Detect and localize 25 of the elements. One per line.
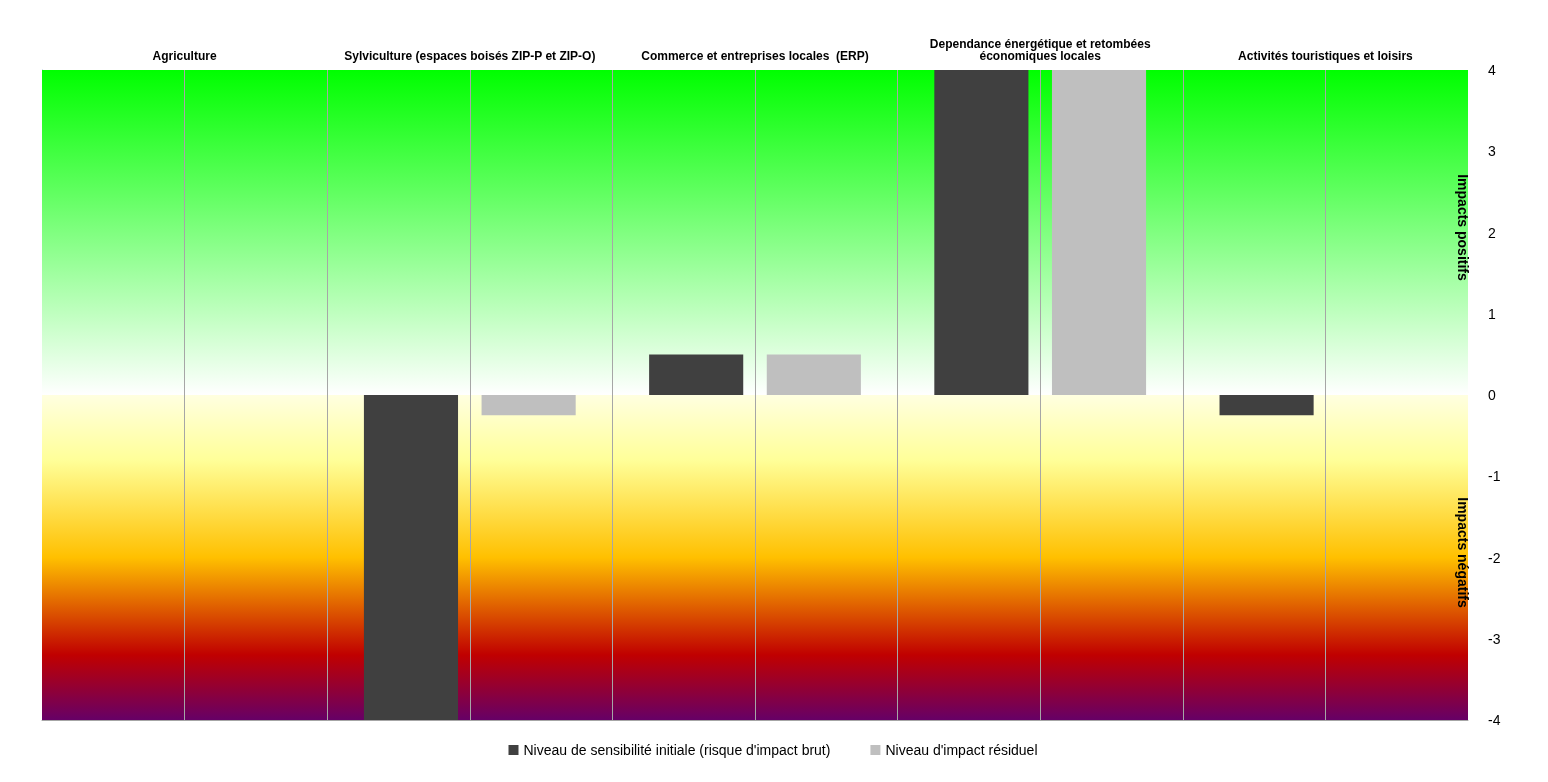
band-label: Impacts négatifs	[1455, 497, 1471, 608]
y-tick-label: -2	[1488, 549, 1501, 566]
bar	[481, 395, 576, 416]
band-label: Impacts positifs	[1455, 174, 1471, 281]
x-tick-label: Commerce et entreprises locales (ERP)	[641, 49, 869, 63]
y-tick-label: 2	[1488, 224, 1496, 241]
bar	[1051, 70, 1147, 395]
y-tick-label: 4	[1488, 62, 1496, 78]
x-tick-label: Agriculture	[152, 49, 217, 63]
x-tick-label: Dependance énergétique et retombées économiques locales	[929, 37, 1151, 63]
y-tick-label: 3	[1488, 143, 1496, 160]
bar	[766, 354, 861, 395]
y-tick-label: -1	[1488, 468, 1501, 485]
bar	[934, 70, 1029, 395]
y-tick-label: 0	[1488, 387, 1496, 403]
x-tick-label: Sylviculture (espaces boisés ZIP-P et ZIP-O)	[344, 49, 596, 63]
x-tick-label: Activités touristiques et loisirs	[1238, 49, 1414, 63]
bar	[363, 395, 459, 720]
y-tick-label: 1	[1488, 305, 1496, 322]
bar	[1219, 395, 1314, 416]
legend-label: Niveau d'impact résiduel	[885, 742, 1038, 758]
y-tick-label: -3	[1488, 630, 1501, 647]
bar	[649, 354, 744, 395]
y-tick-label: -4	[1488, 712, 1501, 728]
legend-label: Niveau de sensibilité initiale (risque d'impact brut)	[523, 742, 831, 758]
